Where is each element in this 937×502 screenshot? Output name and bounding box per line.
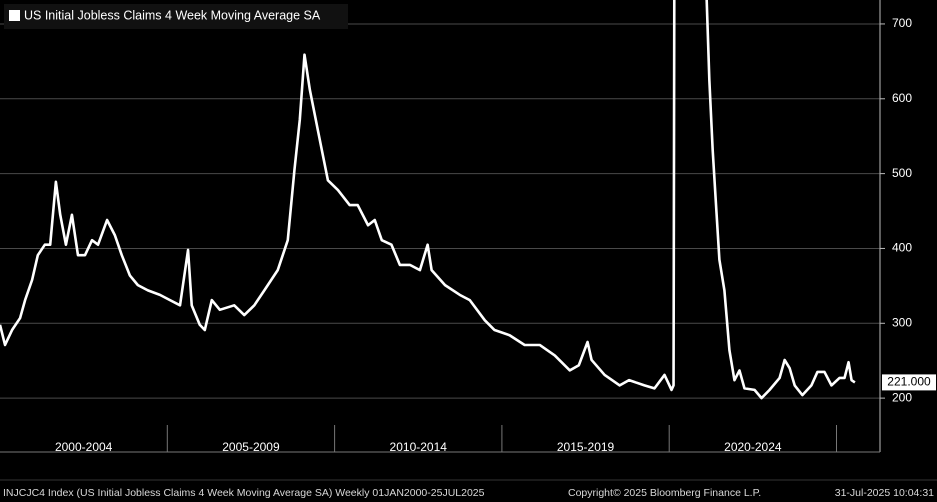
footer-right: 31-Jul-2025 10:04:31 [835, 487, 934, 499]
legend-box [4, 4, 348, 29]
series-line [0, 0, 856, 400]
y-tick-label: 400 [892, 241, 912, 255]
y-tick-label: 300 [892, 315, 912, 329]
x-period-label: 2010-2014 [390, 440, 448, 454]
x-period-label: 2005-2009 [222, 440, 280, 454]
x-period-label: 2020-2024 [724, 440, 782, 454]
y-tick-label: 600 [892, 91, 912, 105]
y-tick-label: 200 [892, 390, 912, 404]
footer-center: Copyright© 2025 Bloomberg Finance L.P. [568, 487, 761, 499]
y-tick-label: 700 [892, 16, 912, 30]
x-period-label: 2000-2004 [55, 440, 113, 454]
plot [0, 0, 856, 400]
footer-left: INJCJC4 Index (US Initial Jobless Claims… [3, 487, 485, 499]
x-period-label: 2015-2019 [557, 440, 615, 454]
last-value-label: 221.000 [887, 375, 931, 389]
legend-swatch [9, 10, 20, 21]
legend-label: US Initial Jobless Claims 4 Week Moving … [24, 8, 321, 22]
last-value-box [882, 374, 936, 391]
y-tick-label: 500 [892, 166, 912, 180]
